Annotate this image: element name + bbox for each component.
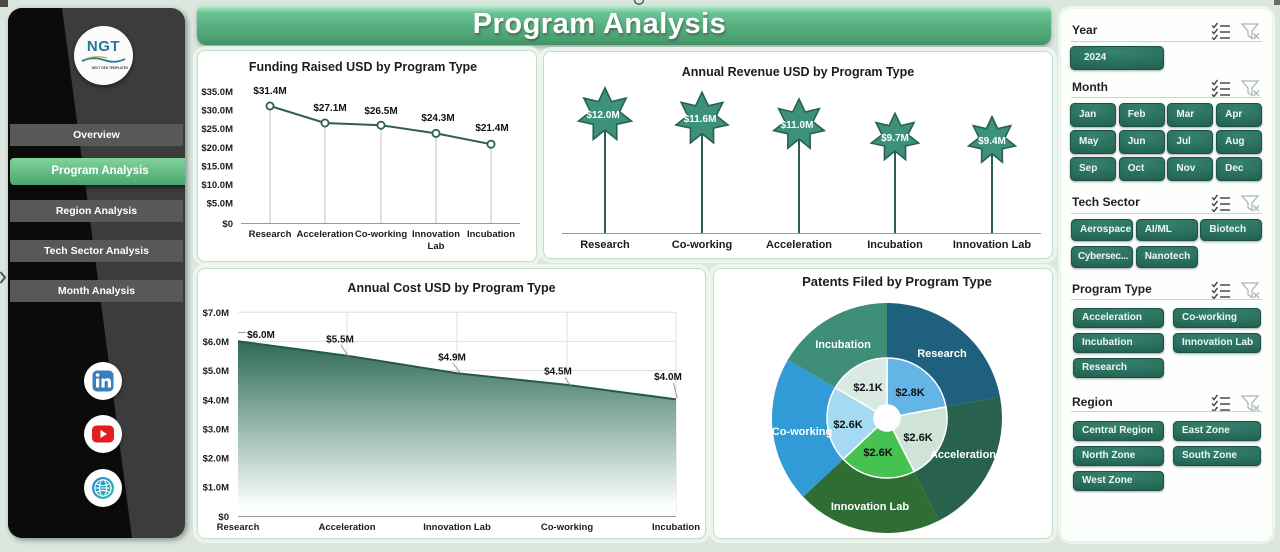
svg-text:$25.0M: $25.0M [201, 124, 233, 135]
svg-text:Research: Research [580, 239, 630, 251]
svg-text:$0: $0 [222, 219, 233, 230]
svg-text:$4.9M: $4.9M [438, 352, 466, 363]
svg-text:Innovation: Innovation [412, 229, 460, 240]
svg-text:Co-working: Co-working [672, 239, 733, 251]
svg-text:Innovation Lab: Innovation Lab [831, 501, 910, 513]
svg-text:$26.5M: $26.5M [364, 106, 397, 117]
svg-text:Incubation: Incubation [815, 339, 871, 351]
svg-text:$6.0M: $6.0M [247, 330, 275, 341]
svg-text:Incubation: Incubation [652, 522, 700, 533]
svg-text:Innovation Lab: Innovation Lab [953, 239, 1032, 251]
svg-text:$4.0M: $4.0M [203, 395, 229, 406]
svg-text:Co-working: Co-working [772, 426, 833, 438]
svg-text:$35.0M: $35.0M [201, 87, 233, 98]
svg-text:$27.1M: $27.1M [313, 103, 346, 114]
svg-text:$21.4M: $21.4M [475, 123, 508, 134]
svg-text:$11.6M: $11.6M [684, 114, 717, 125]
svg-text:$2.1K: $2.1K [853, 382, 882, 394]
svg-text:Co-working: Co-working [355, 229, 407, 240]
svg-text:$2.6K: $2.6K [863, 447, 892, 459]
svg-text:$11.0M: $11.0M [781, 120, 814, 131]
svg-text:$24.3M: $24.3M [421, 113, 454, 124]
svg-text:Incubation: Incubation [467, 229, 515, 240]
svg-text:$6.0M: $6.0M [203, 337, 229, 348]
svg-text:$7.0M: $7.0M [203, 308, 229, 319]
svg-text:Research: Research [249, 229, 292, 240]
svg-text:Research: Research [217, 522, 260, 533]
svg-text:$30.0M: $30.0M [201, 106, 233, 117]
svg-text:$2.6K: $2.6K [903, 432, 932, 444]
svg-text:Innovation Lab: Innovation Lab [423, 522, 491, 533]
svg-text:$12.0M: $12.0M [586, 110, 619, 121]
svg-text:$3.0M: $3.0M [203, 424, 229, 435]
svg-text:$20.0M: $20.0M [201, 143, 233, 154]
svg-text:Acceleration: Acceleration [318, 522, 375, 533]
svg-text:$4.5M: $4.5M [544, 366, 572, 377]
svg-text:$0: $0 [218, 512, 229, 523]
svg-text:$2.6K: $2.6K [833, 419, 862, 431]
svg-text:$2.0M: $2.0M [203, 454, 229, 465]
svg-text:Acceleration: Acceleration [930, 449, 996, 461]
svg-text:$31.4M: $31.4M [253, 86, 286, 97]
svg-text:$5.0M: $5.0M [203, 366, 229, 377]
svg-text:$9.4M: $9.4M [978, 136, 1006, 147]
svg-text:$15.0M: $15.0M [201, 161, 233, 172]
svg-text:Lab: Lab [428, 241, 445, 252]
svg-text:Acceleration: Acceleration [296, 229, 353, 240]
svg-text:Co-working: Co-working [541, 522, 593, 533]
svg-text:$4.0M: $4.0M [654, 372, 682, 383]
svg-text:$5.0M: $5.0M [207, 199, 233, 210]
svg-text:Acceleration: Acceleration [766, 239, 832, 251]
svg-text:Incubation: Incubation [867, 239, 923, 251]
svg-text:$1.0M: $1.0M [203, 483, 229, 494]
svg-text:$9.7M: $9.7M [881, 133, 909, 144]
svg-text:Research: Research [917, 348, 967, 360]
svg-text:$10.0M: $10.0M [201, 180, 233, 191]
svg-text:$5.5M: $5.5M [326, 334, 354, 345]
svg-text:$2.8K: $2.8K [895, 387, 924, 399]
